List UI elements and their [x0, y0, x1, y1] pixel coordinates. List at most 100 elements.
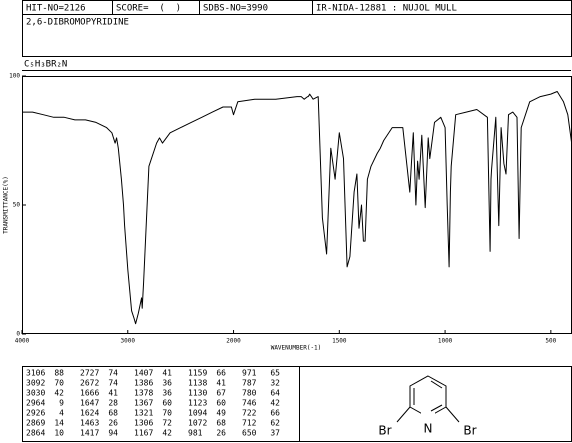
- peak-wavenumber: 1378: [134, 389, 153, 398]
- peak-wavenumber: 650: [242, 429, 257, 438]
- peak-wavenumber: 1321: [134, 409, 153, 418]
- x-tick-label: 4000: [15, 338, 30, 345]
- peak-transmittance: 32: [270, 379, 280, 388]
- label-bg: [421, 412, 435, 424]
- y-axis-label: TRANSMITTANCE(%): [3, 176, 10, 234]
- x-tick-label: 3000: [121, 338, 136, 345]
- atom-br: Br: [463, 424, 476, 438]
- peak-transmittance: 60: [162, 399, 172, 408]
- peak-wavenumber: 1138: [188, 379, 207, 388]
- peak-wavenumber: 746: [242, 399, 257, 408]
- peak-wavenumber: 722: [242, 409, 257, 418]
- peak-wavenumber: 3106: [26, 369, 45, 378]
- peak-transmittance: 72: [162, 419, 172, 428]
- x-axis-label: WAVENUMBER(-1): [271, 345, 322, 352]
- bond: [445, 406, 460, 423]
- peak-transmittance: 10: [54, 429, 64, 438]
- compound-name: 2,6-DIBROMOPYRIDINE: [26, 18, 129, 28]
- peak-wavenumber: 1072: [188, 419, 207, 428]
- peak-transmittance: 66: [216, 369, 226, 378]
- peak-transmittance: 70: [54, 379, 64, 388]
- peak-transmittance: 74: [108, 379, 118, 388]
- peak-wavenumber: 1417: [80, 429, 99, 438]
- bond: [396, 406, 411, 423]
- peak-transmittance: 70: [162, 409, 172, 418]
- peak-transmittance: 41: [108, 389, 118, 398]
- peak-transmittance: 36: [162, 379, 172, 388]
- y-tick-label: 100: [9, 73, 20, 80]
- score: SCORE= ( ): [116, 4, 181, 14]
- peak-transmittance: 64: [270, 389, 280, 398]
- structure: N Br Br: [378, 375, 477, 438]
- peak-wavenumber: 1167: [134, 429, 153, 438]
- peak-transmittance: 94: [108, 429, 118, 438]
- y-tick-label: 50: [13, 202, 21, 209]
- peak-wavenumber: 3030: [26, 389, 45, 398]
- peak-transmittance: 62: [270, 419, 280, 428]
- peak-wavenumber: 1094: [188, 409, 207, 418]
- peak-transmittance: 37: [270, 429, 280, 438]
- peak-transmittance: 68: [216, 419, 226, 428]
- peak-transmittance: 88: [54, 369, 64, 378]
- peak-wavenumber: 1647: [80, 399, 99, 408]
- sdbs-no: SDBS-NO=3990: [203, 4, 268, 14]
- bottom-box: [22, 366, 572, 442]
- pyridine-ring: [409, 375, 447, 418]
- peak-wavenumber: 1123: [188, 399, 207, 408]
- formula: C₅H₃BR₂N: [24, 60, 67, 70]
- peak-wavenumber: 971: [242, 369, 257, 378]
- peak-wavenumber: 2926: [26, 409, 45, 418]
- spectrum-line: [22, 91, 572, 325]
- y-tick-label: 0: [16, 331, 20, 338]
- peak-wavenumber: 1367: [134, 399, 153, 408]
- plot: 0 50 100 4000 3000 2000 1500 1000 500: [9, 73, 572, 345]
- peak-wavenumber: 2964: [26, 399, 45, 408]
- peak-transmittance: 28: [108, 399, 118, 408]
- peak-wavenumber: 1463: [80, 419, 99, 428]
- peak-transmittance: 66: [270, 409, 280, 418]
- peak-wavenumber: 2672: [80, 379, 99, 388]
- peak-wavenumber: 981: [188, 429, 203, 438]
- peak-wavenumber: 780: [242, 389, 257, 398]
- peak-transmittance: 65: [270, 369, 280, 378]
- peak-transmittance: 4: [59, 409, 64, 418]
- peak-wavenumber: 2727: [80, 369, 99, 378]
- peak-transmittance: 67: [216, 389, 226, 398]
- peak-transmittance: 36: [162, 389, 172, 398]
- peak-transmittance: 49: [216, 409, 226, 418]
- peak-wavenumber: 1130: [188, 389, 207, 398]
- x-tick-label: 1000: [438, 338, 453, 345]
- peak-transmittance: 42: [54, 389, 64, 398]
- x-tick-label: 500: [545, 338, 556, 345]
- peak-transmittance: 42: [270, 399, 280, 408]
- x-tick-label: 1500: [332, 338, 347, 345]
- peak-transmittance: 26: [216, 429, 226, 438]
- atom-n: N: [424, 422, 433, 436]
- peak-wavenumber: 2869: [26, 419, 45, 428]
- peak-transmittance: 41: [216, 379, 226, 388]
- peak-wavenumber: 1306: [134, 419, 153, 428]
- peak-wavenumber: 1666: [80, 389, 99, 398]
- peak-wavenumber: 3092: [26, 379, 45, 388]
- peak-transmittance: 9: [59, 399, 64, 408]
- peak-wavenumber: 2864: [26, 429, 45, 438]
- peak-wavenumber: 1624: [80, 409, 99, 418]
- peak-wavenumber: 1386: [134, 379, 153, 388]
- header-box: [22, 0, 572, 57]
- double-bond: [430, 380, 443, 389]
- peak-wavenumber: 787: [242, 379, 257, 388]
- peak-transmittance: 74: [108, 369, 118, 378]
- peak-wavenumber: 1407: [134, 369, 153, 378]
- peak-wavenumber: 1159: [188, 369, 207, 378]
- peak-transmittance: 41: [162, 369, 172, 378]
- peak-wavenumber: 712: [242, 419, 257, 428]
- peak-transmittance: 68: [108, 409, 118, 418]
- x-tick-label: 2000: [226, 338, 241, 345]
- method: IR-NIDA-12881 : NUJOL MULL: [316, 4, 457, 14]
- peak-transmittance: 26: [108, 419, 118, 428]
- peak-transmittance: 14: [54, 419, 64, 428]
- atom-br: Br: [378, 424, 391, 438]
- hit-no: HIT-NO=2126: [26, 4, 86, 14]
